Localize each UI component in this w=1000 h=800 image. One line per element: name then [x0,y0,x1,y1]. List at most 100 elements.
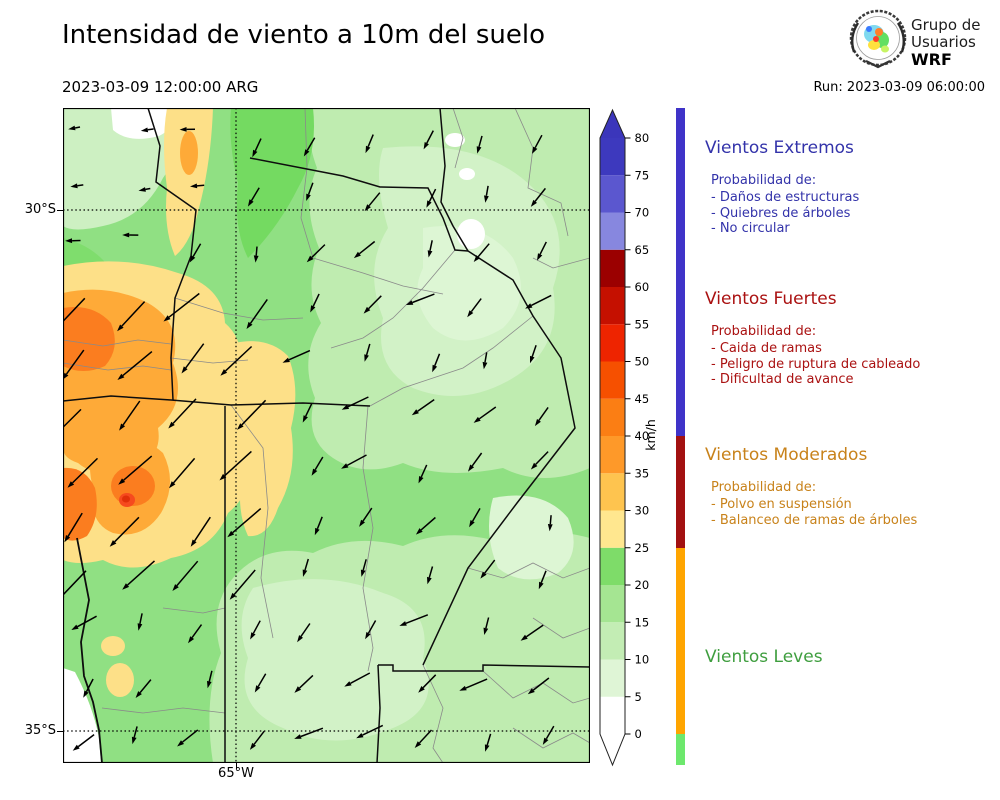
contour-region [63,307,115,371]
wind-arrow-shaft [224,345,253,372]
wind-arrow-head [306,255,314,263]
wind-arrow-head [356,733,364,739]
wind-arrow-shaft [305,403,313,417]
category-bar-fuertes [676,436,685,548]
colorbar-segments [600,110,625,765]
wind-arrow-shaft [168,292,200,318]
wind-arrow-head [188,636,195,644]
wind-arrow-shaft [191,624,203,639]
wind-arrow-head [122,232,130,238]
contour-region [241,579,429,741]
colorbar-tick-label: 65 [635,243,650,257]
wind-arrow-shaft [346,454,367,467]
category-strip-bar [676,0,685,800]
wind-arrow-head [64,535,71,543]
logo-line3: WRF [911,50,952,69]
wind-arrow-shaft [358,240,376,255]
wind-arrow-shaft [312,293,320,307]
contour-region [63,108,182,230]
wind-arrow-head [229,592,236,600]
valid-datetime: 2023-03-09 12:00:00 ARG [62,78,259,96]
wind-arrow-head [246,321,253,329]
wind-arrow-head [468,464,475,472]
wind-arrow-shaft [532,677,550,691]
colorbar-tick-label: 30 [635,504,650,518]
run-datetime: Run: 2023-03-09 06:00:00 [813,80,985,95]
wind-arrow-shaft [306,137,316,151]
map-border [63,108,590,763]
wind-arrow-shaft [347,396,369,408]
wind-arrow-head [70,183,78,189]
legend-section-leves: Vientos Leves [705,647,993,682]
wind-arrow-head [117,373,125,380]
wind-arrow-shaft [530,294,552,307]
wind-arrow-shaft [196,184,205,187]
contour-region [164,108,213,256]
wind-arrow-head [237,423,244,430]
colorbar-tick-label: 35 [635,466,650,480]
wind-arrow-head [426,200,432,208]
wind-arrow-shaft [233,569,256,595]
wind-arrow-head [484,744,490,752]
wind-arrow-head [534,419,541,427]
wind-arrow-head [67,481,75,488]
legend-item: - Caida de ramas [711,341,822,356]
colorbar-ticks: 0 5 10 15 20 25 30 35 40 45 50 55 60 65 70 75 80 [625,131,649,741]
wind-arrow-head [65,238,73,244]
wind-arrow-shaft [428,566,434,578]
wind-arrow-shaft [434,353,441,366]
wind-arrow-shaft [182,729,199,743]
contour-region [457,219,485,249]
contour-region [417,226,521,341]
wind-arrow-head [189,255,196,263]
legend-title-leves: Vientos Leves [705,647,823,667]
wind-arrow-shaft [417,398,435,412]
wind-arrow-head [427,576,432,585]
wind-arrow-head [140,127,149,133]
wind-arrow-shaft [232,508,262,534]
wind-arrow-head [411,409,419,416]
wind-arrow-head [220,369,228,376]
colorbar-segment [600,436,625,474]
wind-arrow-shaft [540,570,547,583]
wind-arrow-head [542,737,549,745]
wind-arrow-shaft [77,615,97,628]
wind-arrow-head [432,364,438,373]
wind-arrow-shaft [465,678,488,689]
wind-arrow-head [68,125,76,131]
colorbar-segment [600,510,625,548]
wind-arrow-shaft [252,620,261,634]
wind-arrow-shaft [114,516,140,543]
wind-arrow-head [302,569,308,577]
wind-arrow-shaft [486,733,492,746]
wind-arrow-head [311,468,318,476]
wind-arrow-shaft [470,298,482,313]
wind-arrow-head [476,146,482,154]
wind-arrow-head [399,621,407,626]
wind-arrow-shaft [485,617,490,629]
colorbar-tick-label: 10 [635,653,650,667]
colorbar-tick-label: 55 [635,317,650,331]
wind-arrow-shaft [250,187,260,201]
wind-arrow-head [364,204,371,212]
legend-item: - Peligro de ruptura de cableado [711,356,921,372]
colorbar-segment [600,696,625,734]
wind-arrow-head [118,478,126,485]
wind-arrow-head [483,627,489,635]
laurel-right [896,22,905,53]
colorbar-tick-label: 0 [635,727,642,741]
wind-arrow-head [138,187,146,192]
wind-arrow-shaft [122,351,153,377]
wind-arrow-shaft [139,613,143,624]
wind-arrow-head [364,354,369,362]
xtick-mark-65w [236,763,237,769]
wind-arrow-shaft [71,457,99,484]
legend-probability-label: Probabilidad de: [711,324,817,339]
wind-arrow-shaft [429,240,433,251]
wind-arrow-head [360,569,366,577]
wind-arrow-head [294,734,302,739]
wind-arrow-shaft [534,134,543,149]
wind-arrow-shaft [534,187,546,202]
colorbar-segment [600,175,625,213]
wind-arrow-head [527,688,535,695]
